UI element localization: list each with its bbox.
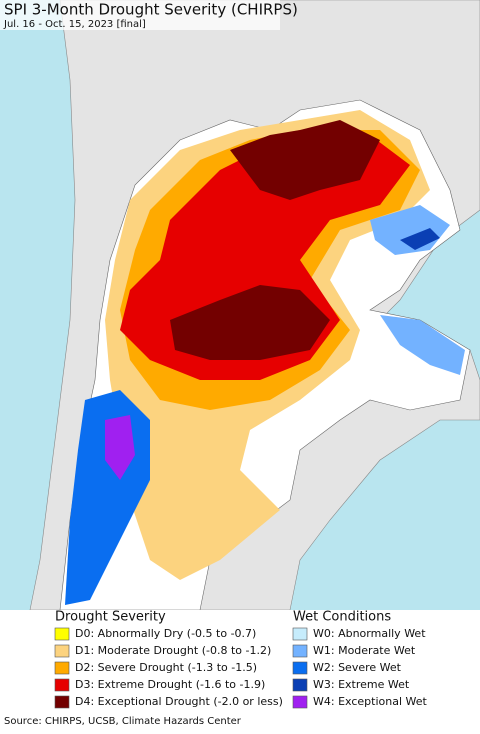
drought-d4-central: [170, 285, 330, 360]
legend-label: W0: Abnormally Wet: [313, 627, 426, 640]
legend-label: D4: Exceptional Drought (-2.0 or less): [75, 695, 283, 708]
title-backdrop: [0, 0, 280, 30]
legend-label: W4: Exceptional Wet: [313, 695, 428, 708]
legend-swatch: [292, 644, 308, 658]
legend-label: D1: Moderate Drought (-0.8 to -1.2): [75, 644, 271, 657]
map: [0, 0, 480, 611]
wet-north-core: [400, 228, 440, 250]
wet-south-core: [105, 415, 135, 480]
title: SPI 3-Month Drought Severity (CHIRPS): [4, 1, 298, 19]
legend-label: W1: Moderate Wet: [313, 644, 416, 657]
drought-d4-north: [230, 120, 380, 200]
legend-swatch: [292, 627, 308, 641]
legend-swatch: [292, 678, 308, 692]
legend-title: Drought Severity: [55, 610, 166, 625]
subtitle: Jul. 16 - Oct. 15, 2023 [final]: [3, 19, 146, 30]
legend-swatch: [54, 678, 70, 692]
legend-swatch: [54, 695, 70, 709]
legend-label: W2: Severe Wet: [313, 661, 402, 674]
legend-backdrop: [0, 610, 480, 710]
legend-label: D2: Severe Drought (-1.3 to -1.5): [75, 661, 257, 674]
legend-swatch: [292, 661, 308, 675]
source-backdrop: [0, 712, 480, 730]
wet-east: [380, 315, 465, 375]
legend-label: W3: Extreme Wet: [313, 678, 410, 691]
legend-swatch: [54, 661, 70, 675]
legend-label: D3: Extreme Drought (-1.6 to -1.9): [75, 678, 265, 691]
legend-label: D0: Abnormally Dry (-0.5 to -0.7): [75, 627, 256, 640]
legend-swatch: [292, 695, 308, 709]
source: Source: CHIRPS, UCSB, Climate Hazards Ce…: [4, 716, 242, 727]
legend-swatch: [54, 627, 70, 641]
legend-swatch: [54, 644, 70, 658]
legend-title: Wet Conditions: [293, 610, 391, 625]
